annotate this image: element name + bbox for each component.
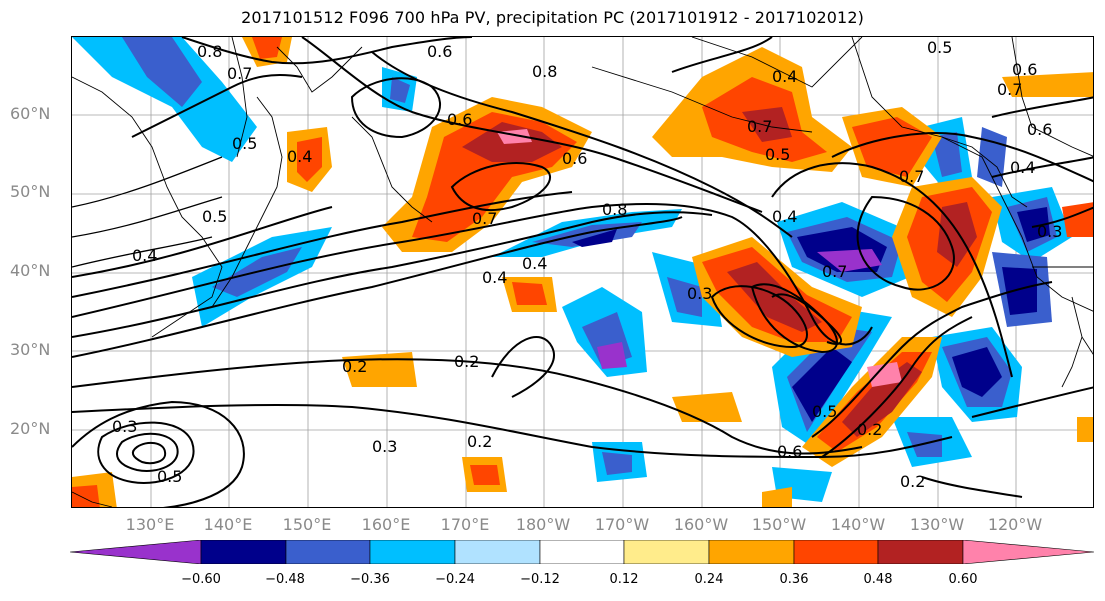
lon-label-150e: 150°E — [282, 515, 332, 534]
map-panel: 0.8 0.6 0.5 0.7 0.8 0.6 0.4 0.6 0.7 0.6 … — [71, 36, 1094, 508]
pv-contours — [72, 37, 1093, 507]
colorbar-tick: 0.12 — [609, 572, 639, 587]
colorbar-tick: 0.36 — [779, 572, 809, 587]
contour-label: 0.2 — [857, 420, 882, 439]
contour-label: 0.8 — [602, 200, 627, 219]
contour-label: 0.5 — [157, 467, 182, 486]
contour-label: 0.2 — [454, 352, 479, 371]
lon-label-160w: 160°W — [673, 515, 729, 534]
colorbar-tick: 0.48 — [863, 572, 893, 587]
lon-label-170w: 170°W — [594, 515, 650, 534]
lon-label-180w: 180°W — [515, 515, 571, 534]
colorbar-segment — [454, 540, 541, 564]
contour-labels: 0.8 0.6 0.5 0.7 0.8 0.6 0.4 0.6 0.7 0.6 … — [112, 38, 1062, 491]
contour-label: 0.6 — [427, 42, 452, 61]
colorbar-tick: −0.60 — [181, 572, 221, 587]
contour-label: 0.5 — [232, 134, 257, 153]
contour-label: 0.4 — [772, 207, 797, 226]
chart-title: 2017101512 F096 700 hPa PV, precipitatio… — [241, 8, 864, 27]
contour-label: 0.8 — [197, 42, 222, 61]
contour-label: 0.4 — [482, 268, 507, 287]
contour-label: 0.2 — [900, 472, 925, 491]
colorbar-tick: −0.48 — [265, 572, 305, 587]
contour-label: 0.3 — [372, 437, 397, 456]
lon-label-170e: 170°E — [440, 515, 490, 534]
contour-label: 0.3 — [687, 284, 712, 303]
contour-label: 0.6 — [777, 442, 802, 461]
lon-label-120w: 120°W — [987, 515, 1043, 534]
lon-label-140w: 140°W — [830, 515, 886, 534]
contour-label: 0.6 — [1027, 120, 1052, 139]
contour-label: 0.7 — [472, 209, 497, 228]
contour-label: 0.8 — [532, 62, 557, 81]
lat-label-20n: 20°N — [10, 419, 51, 438]
lon-label-130e: 130°E — [125, 515, 175, 534]
contour-label: 0.5 — [202, 207, 227, 226]
colorbar-segment — [877, 540, 964, 564]
contour-label: 0.4 — [1010, 158, 1035, 177]
contour-label: 0.7 — [747, 117, 772, 136]
contour-label: 0.7 — [899, 167, 924, 186]
contour-label: 0.3 — [1037, 222, 1062, 241]
lon-label-140e: 140°E — [203, 515, 253, 534]
contour-label: 0.5 — [927, 38, 952, 57]
colorbar-tick: −0.24 — [435, 572, 475, 587]
contour-label: 0.5 — [765, 145, 790, 164]
contour-label: 0.6 — [1012, 60, 1037, 79]
lon-label-160e: 160°E — [361, 515, 411, 534]
pv-contours-thin — [72, 156, 223, 268]
contour-label: 0.7 — [227, 64, 252, 83]
colorbar — [70, 540, 1095, 564]
colorbar-segment — [623, 540, 710, 564]
colorbar-segment — [70, 540, 202, 564]
colorbar-segment — [539, 540, 625, 564]
colorbar-tick: −0.36 — [350, 572, 390, 587]
contour-label: 0.7 — [997, 80, 1022, 99]
lat-label-60n: 60°N — [10, 104, 51, 123]
lon-label-130w: 130°W — [909, 515, 965, 534]
contour-label: 0.4 — [287, 147, 312, 166]
colorbar-segment — [708, 540, 795, 564]
colorbar-segment — [285, 540, 371, 564]
contour-label: 0.6 — [562, 149, 587, 168]
colorbar-tick: 0.60 — [948, 572, 978, 587]
colorbar-segment — [369, 540, 456, 564]
lon-label-150w: 150°W — [751, 515, 807, 534]
contour-label: 0.2 — [342, 357, 367, 376]
contour-label: 0.7 — [822, 262, 847, 281]
contour-label: 0.6 — [447, 110, 472, 129]
colorbar-segment — [962, 540, 1095, 564]
colorbar-tick: −0.12 — [520, 572, 560, 587]
contour-label: 0.5 — [812, 402, 837, 421]
colorbar-segment — [200, 540, 287, 564]
colorbar-segment — [793, 540, 879, 564]
map-svg: 0.8 0.6 0.5 0.7 0.8 0.6 0.4 0.6 0.7 0.6 … — [72, 37, 1093, 507]
colorbar-tick: 0.24 — [694, 572, 724, 587]
lat-label-50n: 50°N — [10, 182, 51, 201]
lat-label-40n: 40°N — [10, 261, 51, 280]
contour-label: 0.4 — [132, 246, 157, 265]
contour-label: 0.3 — [112, 417, 137, 436]
contour-label: 0.4 — [772, 67, 797, 86]
contour-label: 0.4 — [522, 254, 547, 273]
lat-label-30n: 30°N — [10, 340, 51, 359]
contour-label: 0.2 — [467, 432, 492, 451]
precip-shading — [72, 37, 1093, 507]
